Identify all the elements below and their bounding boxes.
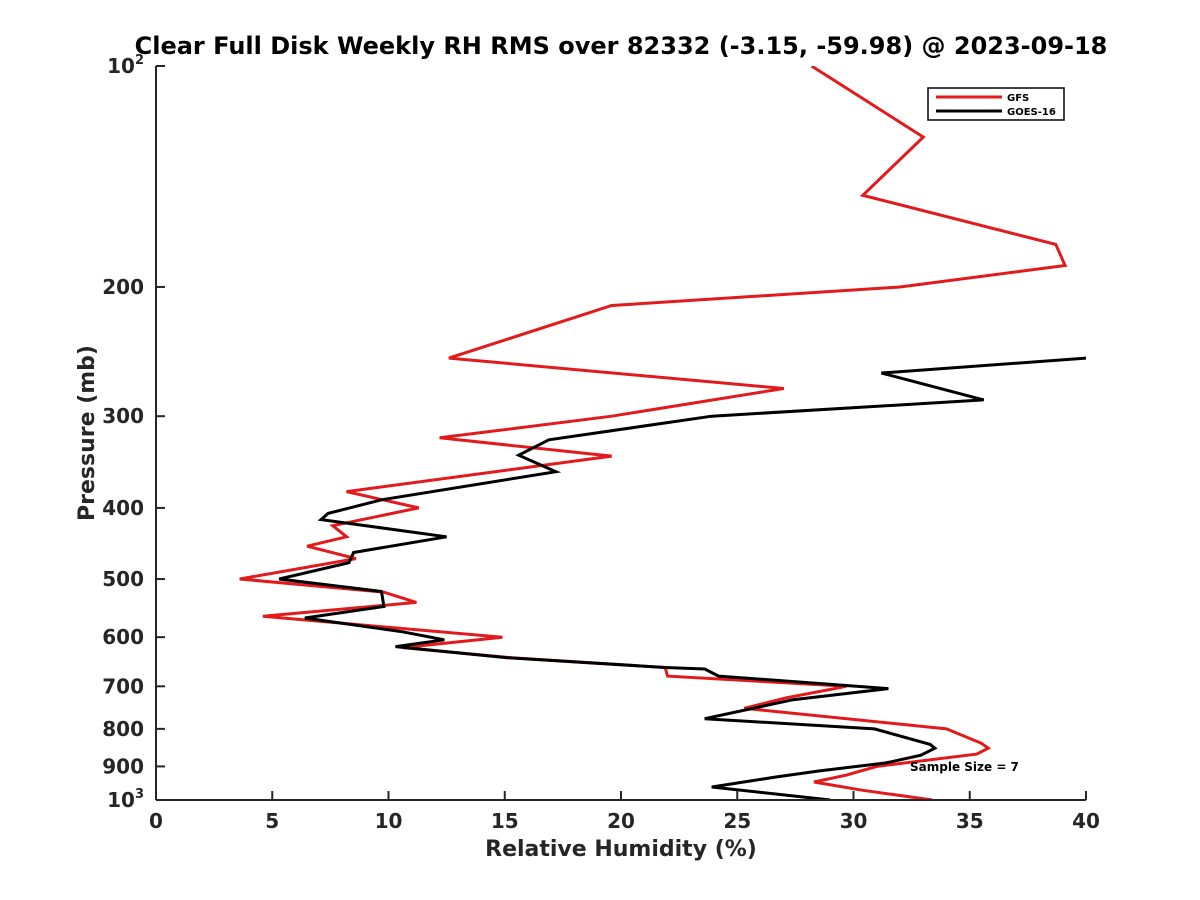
y-tick-label: 500	[102, 567, 144, 591]
x-tick-label: 5	[265, 809, 279, 833]
y-tick-label: 600	[102, 625, 144, 649]
x-tick-label: 15	[491, 809, 519, 833]
y-tick-label: 400	[102, 496, 144, 520]
legend-box	[927, 87, 1065, 121]
y-tick-label: 300	[102, 404, 144, 428]
series-line-gfs	[239, 66, 1068, 800]
x-ticks: 0 5 10 15 20 25 30 35 40	[149, 791, 1100, 833]
x-axis-label: Relative Humidity (%)	[485, 837, 757, 862]
plot-lines	[239, 66, 1086, 800]
series-line-goes-16	[278, 356, 1086, 800]
x-tick-label: 10	[375, 809, 403, 833]
chart-title: Clear Full Disk Weekly RH RMS over 82332…	[135, 32, 1108, 60]
y-tick-label: 800	[102, 717, 144, 741]
y-tick-label: 700	[102, 674, 144, 698]
x-tick-label: 35	[956, 809, 984, 833]
x-tick-label: 25	[723, 809, 751, 833]
legend-label-gfs: GFS	[1007, 93, 1029, 104]
x-tick-label: 0	[149, 809, 163, 833]
x-tick-label: 40	[1072, 809, 1100, 833]
y-tick-label: 200	[102, 275, 144, 299]
legend-label-goes-16: GOES-16	[1007, 107, 1056, 118]
sample-size-annotation: Sample Size = 7	[910, 760, 1019, 774]
y-tick-label: 900	[102, 754, 144, 778]
legend: GFS GOES-16	[927, 87, 1065, 121]
y-axis-label: Pressure (mb)	[75, 345, 100, 521]
x-tick-label: 20	[607, 809, 635, 833]
x-tick-label: 30	[840, 809, 868, 833]
